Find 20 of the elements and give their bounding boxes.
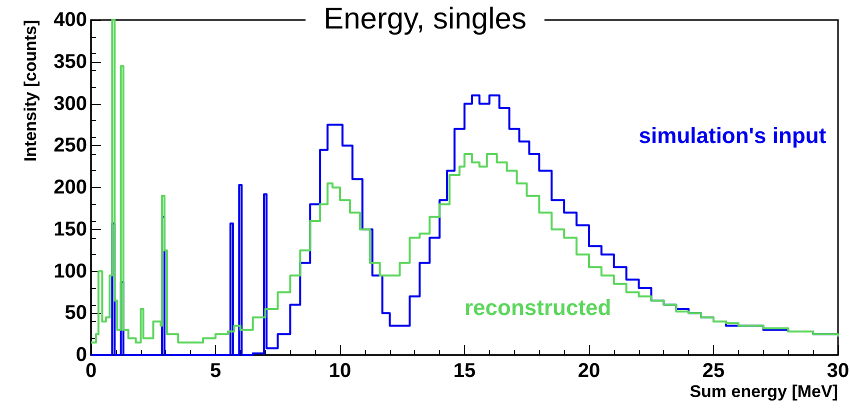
- y-tick-label: 50: [64, 302, 87, 324]
- x-tick-label: 30: [826, 360, 850, 382]
- y-tick-label: 200: [54, 176, 87, 198]
- y-tick-label: 400: [54, 9, 87, 31]
- y-tick-label: 150: [54, 218, 87, 240]
- y-axis-title: Intensity [counts]: [21, 20, 40, 162]
- y-tick-label: 350: [54, 50, 87, 73]
- y-tick-label: 0: [76, 344, 87, 366]
- x-axis-title: Sum energy [MeV]: [690, 382, 838, 401]
- x-tick-label: 5: [210, 360, 222, 382]
- x-tick-label: 25: [702, 360, 725, 382]
- text: simulation's input: [638, 123, 827, 148]
- y-tick-label: 300: [54, 92, 87, 115]
- x-tick-label: 20: [578, 360, 600, 382]
- x-tick-label: 15: [453, 360, 476, 382]
- x-tick-label: 10: [328, 360, 352, 382]
- y-tick-label: 250: [54, 134, 87, 157]
- chart-title: Energy, singles: [324, 2, 526, 36]
- series-label: reconstructed: [464, 294, 612, 320]
- y-tick-label: 100: [54, 260, 87, 282]
